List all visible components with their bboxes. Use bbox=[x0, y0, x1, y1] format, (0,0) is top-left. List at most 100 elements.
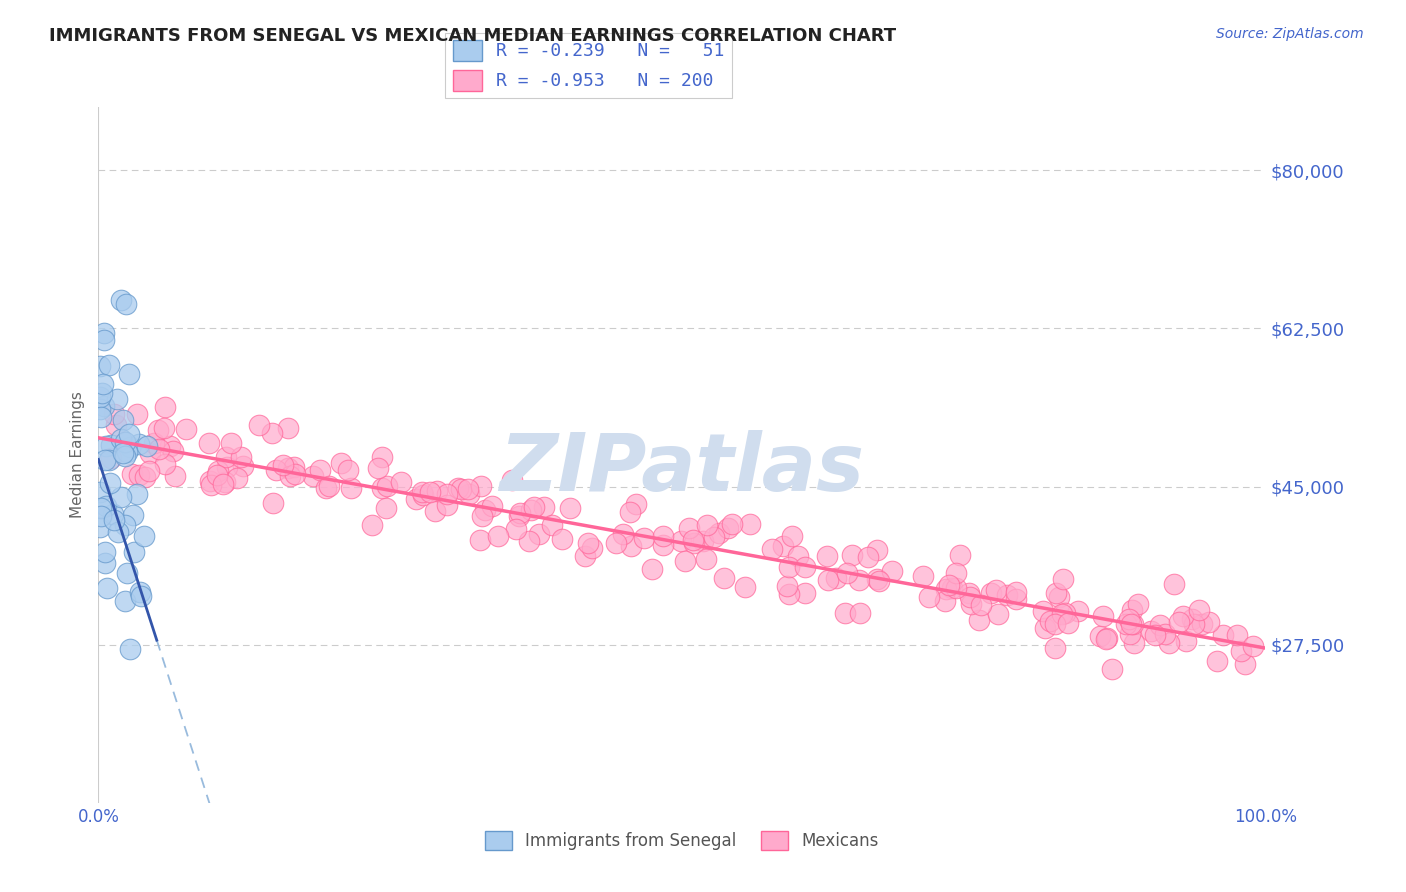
Point bbox=[624, 497, 647, 511]
Point bbox=[1053, 606, 1076, 620]
Point bbox=[174, 421, 197, 435]
Point bbox=[1149, 617, 1171, 632]
Point bbox=[112, 446, 135, 460]
Point bbox=[738, 516, 761, 531]
Point bbox=[122, 545, 145, 559]
Point bbox=[945, 581, 967, 595]
Point bbox=[90, 410, 112, 425]
Point bbox=[1095, 632, 1118, 646]
Point bbox=[121, 467, 143, 482]
Point bbox=[93, 326, 115, 341]
Point bbox=[110, 490, 132, 504]
Point bbox=[118, 427, 141, 442]
Point bbox=[215, 450, 238, 465]
Point bbox=[262, 496, 284, 510]
Point bbox=[652, 529, 675, 543]
Point bbox=[207, 464, 229, 478]
Point bbox=[309, 463, 332, 477]
Point bbox=[1140, 624, 1163, 639]
Point bbox=[142, 435, 165, 450]
Point bbox=[100, 476, 122, 491]
Point bbox=[841, 548, 863, 562]
Point bbox=[89, 484, 111, 499]
Point bbox=[148, 424, 170, 438]
Point bbox=[505, 522, 527, 536]
Point bbox=[100, 450, 122, 465]
Point bbox=[692, 534, 714, 549]
Point bbox=[866, 543, 889, 558]
Point bbox=[110, 293, 132, 307]
Point bbox=[94, 439, 117, 453]
Point bbox=[232, 458, 254, 473]
Point bbox=[165, 468, 187, 483]
Point bbox=[695, 552, 717, 566]
Point bbox=[848, 574, 870, 588]
Point bbox=[558, 501, 581, 516]
Point bbox=[834, 606, 856, 620]
Point bbox=[247, 417, 270, 432]
Point bbox=[995, 588, 1018, 602]
Point bbox=[107, 392, 129, 407]
Point bbox=[117, 566, 139, 581]
Point bbox=[835, 566, 858, 581]
Point bbox=[1097, 631, 1119, 645]
Y-axis label: Median Earnings: Median Earnings bbox=[69, 392, 84, 518]
Point bbox=[605, 536, 627, 550]
Legend: Immigrants from Senegal, Mexicans: Immigrants from Senegal, Mexicans bbox=[478, 824, 886, 857]
Point bbox=[1143, 628, 1166, 642]
Point bbox=[470, 479, 492, 493]
Point bbox=[1212, 628, 1234, 642]
Point bbox=[683, 536, 706, 550]
Point bbox=[271, 458, 294, 473]
Point bbox=[114, 518, 136, 533]
Point bbox=[941, 582, 963, 596]
Point bbox=[153, 457, 176, 471]
Point bbox=[419, 484, 441, 499]
Point bbox=[471, 508, 494, 523]
Point bbox=[101, 507, 124, 521]
Point bbox=[1188, 603, 1211, 617]
Point bbox=[219, 435, 242, 450]
Point bbox=[682, 533, 704, 548]
Point bbox=[214, 475, 236, 489]
Point bbox=[970, 599, 993, 613]
Text: ZIPatlas: ZIPatlas bbox=[499, 430, 865, 508]
Point bbox=[336, 462, 359, 476]
Point bbox=[212, 476, 235, 491]
Point bbox=[91, 377, 114, 392]
Point bbox=[148, 442, 170, 456]
Point bbox=[1101, 662, 1123, 676]
Point bbox=[90, 509, 112, 524]
Point bbox=[125, 487, 148, 501]
Point bbox=[1122, 636, 1144, 650]
Point bbox=[153, 400, 176, 414]
Point bbox=[107, 525, 129, 540]
Point bbox=[1234, 657, 1257, 671]
Point bbox=[89, 402, 111, 417]
Point bbox=[1045, 586, 1067, 600]
Point bbox=[481, 499, 503, 513]
Point bbox=[527, 526, 550, 541]
Point bbox=[620, 539, 643, 553]
Point bbox=[436, 498, 458, 512]
Point bbox=[1004, 584, 1026, 599]
Point bbox=[1174, 634, 1197, 648]
Point bbox=[1153, 627, 1175, 641]
Point bbox=[717, 521, 740, 535]
Point bbox=[581, 541, 603, 555]
Point bbox=[118, 642, 141, 657]
Point bbox=[957, 586, 980, 600]
Point bbox=[734, 580, 756, 594]
Point bbox=[519, 502, 541, 516]
Point bbox=[371, 450, 394, 465]
Point bbox=[633, 531, 655, 545]
Point bbox=[1043, 616, 1066, 631]
Point bbox=[93, 334, 115, 348]
Point bbox=[967, 613, 990, 627]
Point bbox=[918, 590, 941, 604]
Point bbox=[90, 386, 112, 401]
Point bbox=[669, 534, 692, 549]
Point bbox=[934, 594, 956, 608]
Point bbox=[426, 483, 449, 498]
Point bbox=[959, 590, 981, 604]
